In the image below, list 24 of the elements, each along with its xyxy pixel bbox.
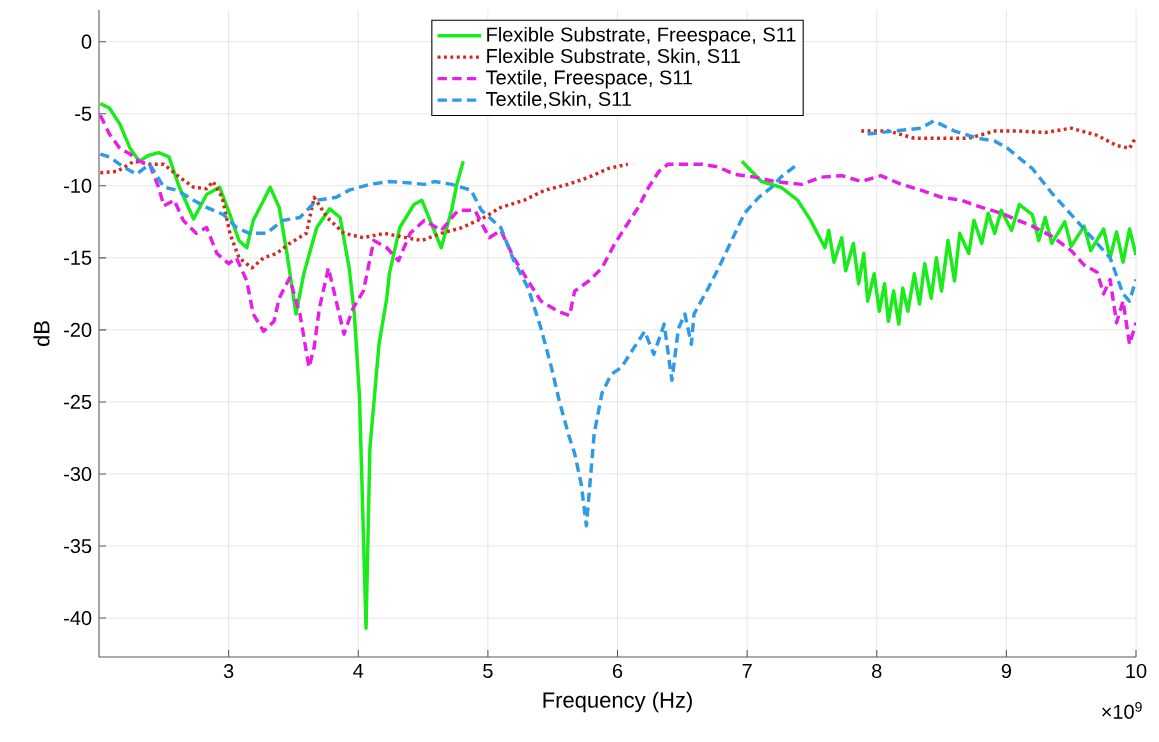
- y-tick-label: -25: [64, 394, 92, 410]
- x-tick-label: 6: [612, 663, 623, 679]
- y-tick-label: -10: [64, 178, 92, 193]
- y-tick-label: -5: [75, 106, 92, 121]
- y-tick-label: -20: [64, 322, 92, 337]
- legend-label: Flexible Substrate, Skin, S11: [487, 48, 740, 66]
- legend-label: Flexible Substrate, Freespace, S11: [487, 26, 796, 46]
- y-axis-title: dB: [33, 321, 50, 347]
- y-tick-label: -30: [64, 466, 92, 482]
- legend-label: Textile,Skin, S11: [486, 91, 631, 109]
- x-axis-title: Frequency (Hz): [543, 691, 692, 713]
- y-tick-label: -40: [64, 611, 92, 626]
- x-tick-label: 10: [1126, 663, 1147, 679]
- x-tick-label: 9: [1001, 663, 1011, 679]
- x-tick-label: 5: [483, 663, 493, 678]
- text: ×10$^{9}$: [1102, 701, 1142, 719]
- y-tick-label: 0: [81, 34, 92, 49]
- legend-label: Textile, Freespace, S11: [486, 69, 693, 89]
- x-tick-label: 8: [872, 663, 882, 679]
- x-tick-label: 4: [353, 663, 364, 678]
- x-tick-label: 3: [223, 663, 234, 679]
- x-tick-label: 7: [742, 663, 752, 678]
- y-tick-label: -35: [64, 538, 92, 554]
- y-tick-label: -15: [64, 250, 92, 265]
